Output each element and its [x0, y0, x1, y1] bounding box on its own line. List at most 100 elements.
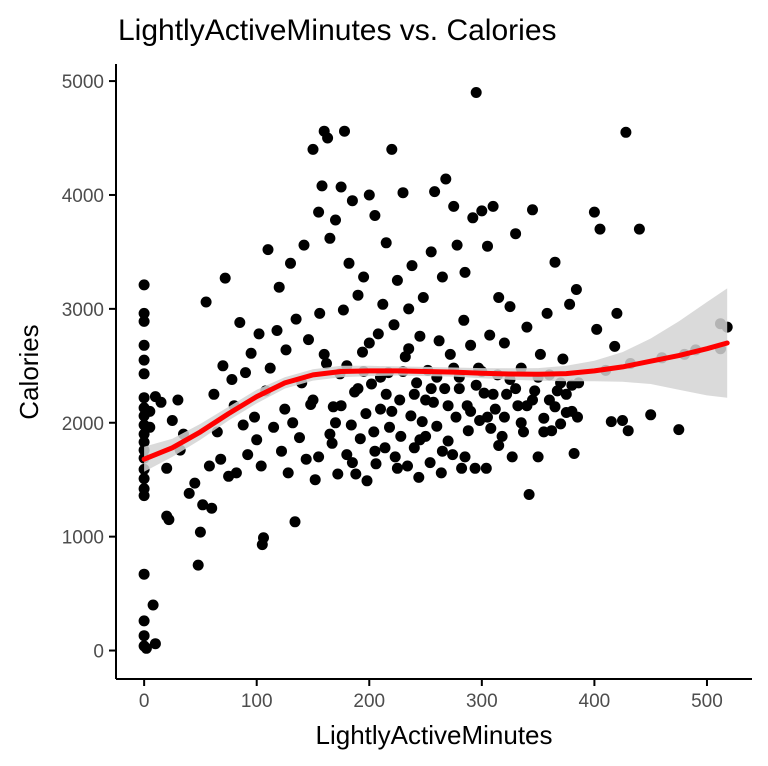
data-point [303, 334, 314, 346]
data-point [440, 173, 452, 185]
data-point [510, 383, 522, 395]
y-tick-label: 0 [93, 642, 104, 663]
data-point [448, 200, 460, 212]
data-point [144, 421, 156, 433]
data-point [534, 348, 546, 360]
data-point [493, 292, 505, 303]
data-point [258, 532, 269, 544]
data-point [335, 181, 347, 193]
data-point [208, 388, 220, 400]
data-point [501, 388, 513, 400]
data-point [442, 435, 454, 447]
data-point [458, 314, 470, 326]
data-point [361, 475, 373, 487]
data-point [436, 445, 448, 457]
data-point [230, 467, 242, 479]
data-point [620, 126, 632, 138]
data-point [316, 180, 328, 192]
data-point [285, 257, 296, 269]
data-point [366, 378, 377, 390]
data-point [200, 296, 212, 308]
data-point [138, 368, 150, 380]
data-point [226, 374, 238, 385]
x-tick-label: 100 [241, 691, 273, 712]
data-point [568, 448, 580, 459]
data-point [470, 87, 482, 98]
data-point [240, 367, 251, 379]
data-point [417, 292, 429, 303]
data-point [408, 442, 420, 454]
data-point [217, 360, 229, 372]
data-point [215, 453, 227, 465]
data-point [138, 279, 150, 291]
data-point [346, 195, 358, 207]
data-point [375, 403, 386, 415]
data-point [264, 362, 276, 374]
data-point [234, 317, 246, 328]
data-point [314, 307, 326, 319]
data-point [369, 445, 381, 457]
data-point [523, 489, 535, 500]
data-point [346, 457, 358, 469]
data-point [251, 434, 263, 446]
data-point [289, 516, 301, 528]
data-point [271, 325, 283, 336]
data-point [386, 143, 398, 155]
data-point [249, 411, 260, 423]
x-tick-label: 200 [353, 691, 385, 712]
data-point [203, 460, 215, 472]
data-point [406, 260, 418, 272]
data-point [138, 630, 150, 642]
data-point [570, 284, 582, 295]
data-point [622, 425, 634, 437]
data-point [476, 205, 488, 217]
x-tick-label: 0 [139, 691, 150, 712]
data-point [435, 467, 447, 479]
data-point [363, 189, 375, 201]
data-point [290, 313, 302, 325]
data-point [467, 212, 479, 224]
data-point [431, 420, 443, 432]
y-tick-label: 3000 [62, 300, 104, 321]
data-point [138, 473, 150, 485]
data-point [321, 358, 332, 369]
data-point [527, 394, 538, 406]
data-point [337, 304, 349, 316]
data-point [572, 411, 583, 423]
data-point [138, 490, 150, 502]
data-point [518, 426, 529, 438]
data-point [282, 467, 294, 479]
data-point [313, 451, 325, 463]
data-point [380, 388, 392, 400]
data-point [425, 246, 437, 258]
data-point [298, 239, 310, 251]
data-point [206, 502, 218, 514]
x-tick-label: 300 [466, 691, 498, 712]
data-point [588, 206, 600, 218]
data-point [611, 307, 623, 319]
data-point [273, 281, 285, 293]
data-point [515, 417, 527, 429]
data-point [487, 388, 499, 400]
data-point [192, 559, 204, 571]
data-point [379, 442, 391, 454]
smooth-line [141, 340, 730, 462]
data-point [253, 328, 265, 340]
data-point [557, 353, 569, 365]
plot-area [138, 87, 733, 654]
data-point [147, 599, 159, 611]
data-point [354, 433, 366, 445]
data-point [262, 244, 274, 256]
data-point [332, 468, 344, 480]
data-point [617, 415, 628, 426]
data-point [172, 394, 184, 406]
data-point [405, 410, 417, 422]
data-point [521, 321, 533, 333]
data-point [416, 416, 428, 428]
chart-title: LightlyActiveMinutes vs. Calories [118, 14, 557, 47]
data-point [465, 339, 477, 351]
data-point [420, 394, 432, 406]
data-point [144, 405, 156, 417]
data-point [402, 460, 413, 472]
